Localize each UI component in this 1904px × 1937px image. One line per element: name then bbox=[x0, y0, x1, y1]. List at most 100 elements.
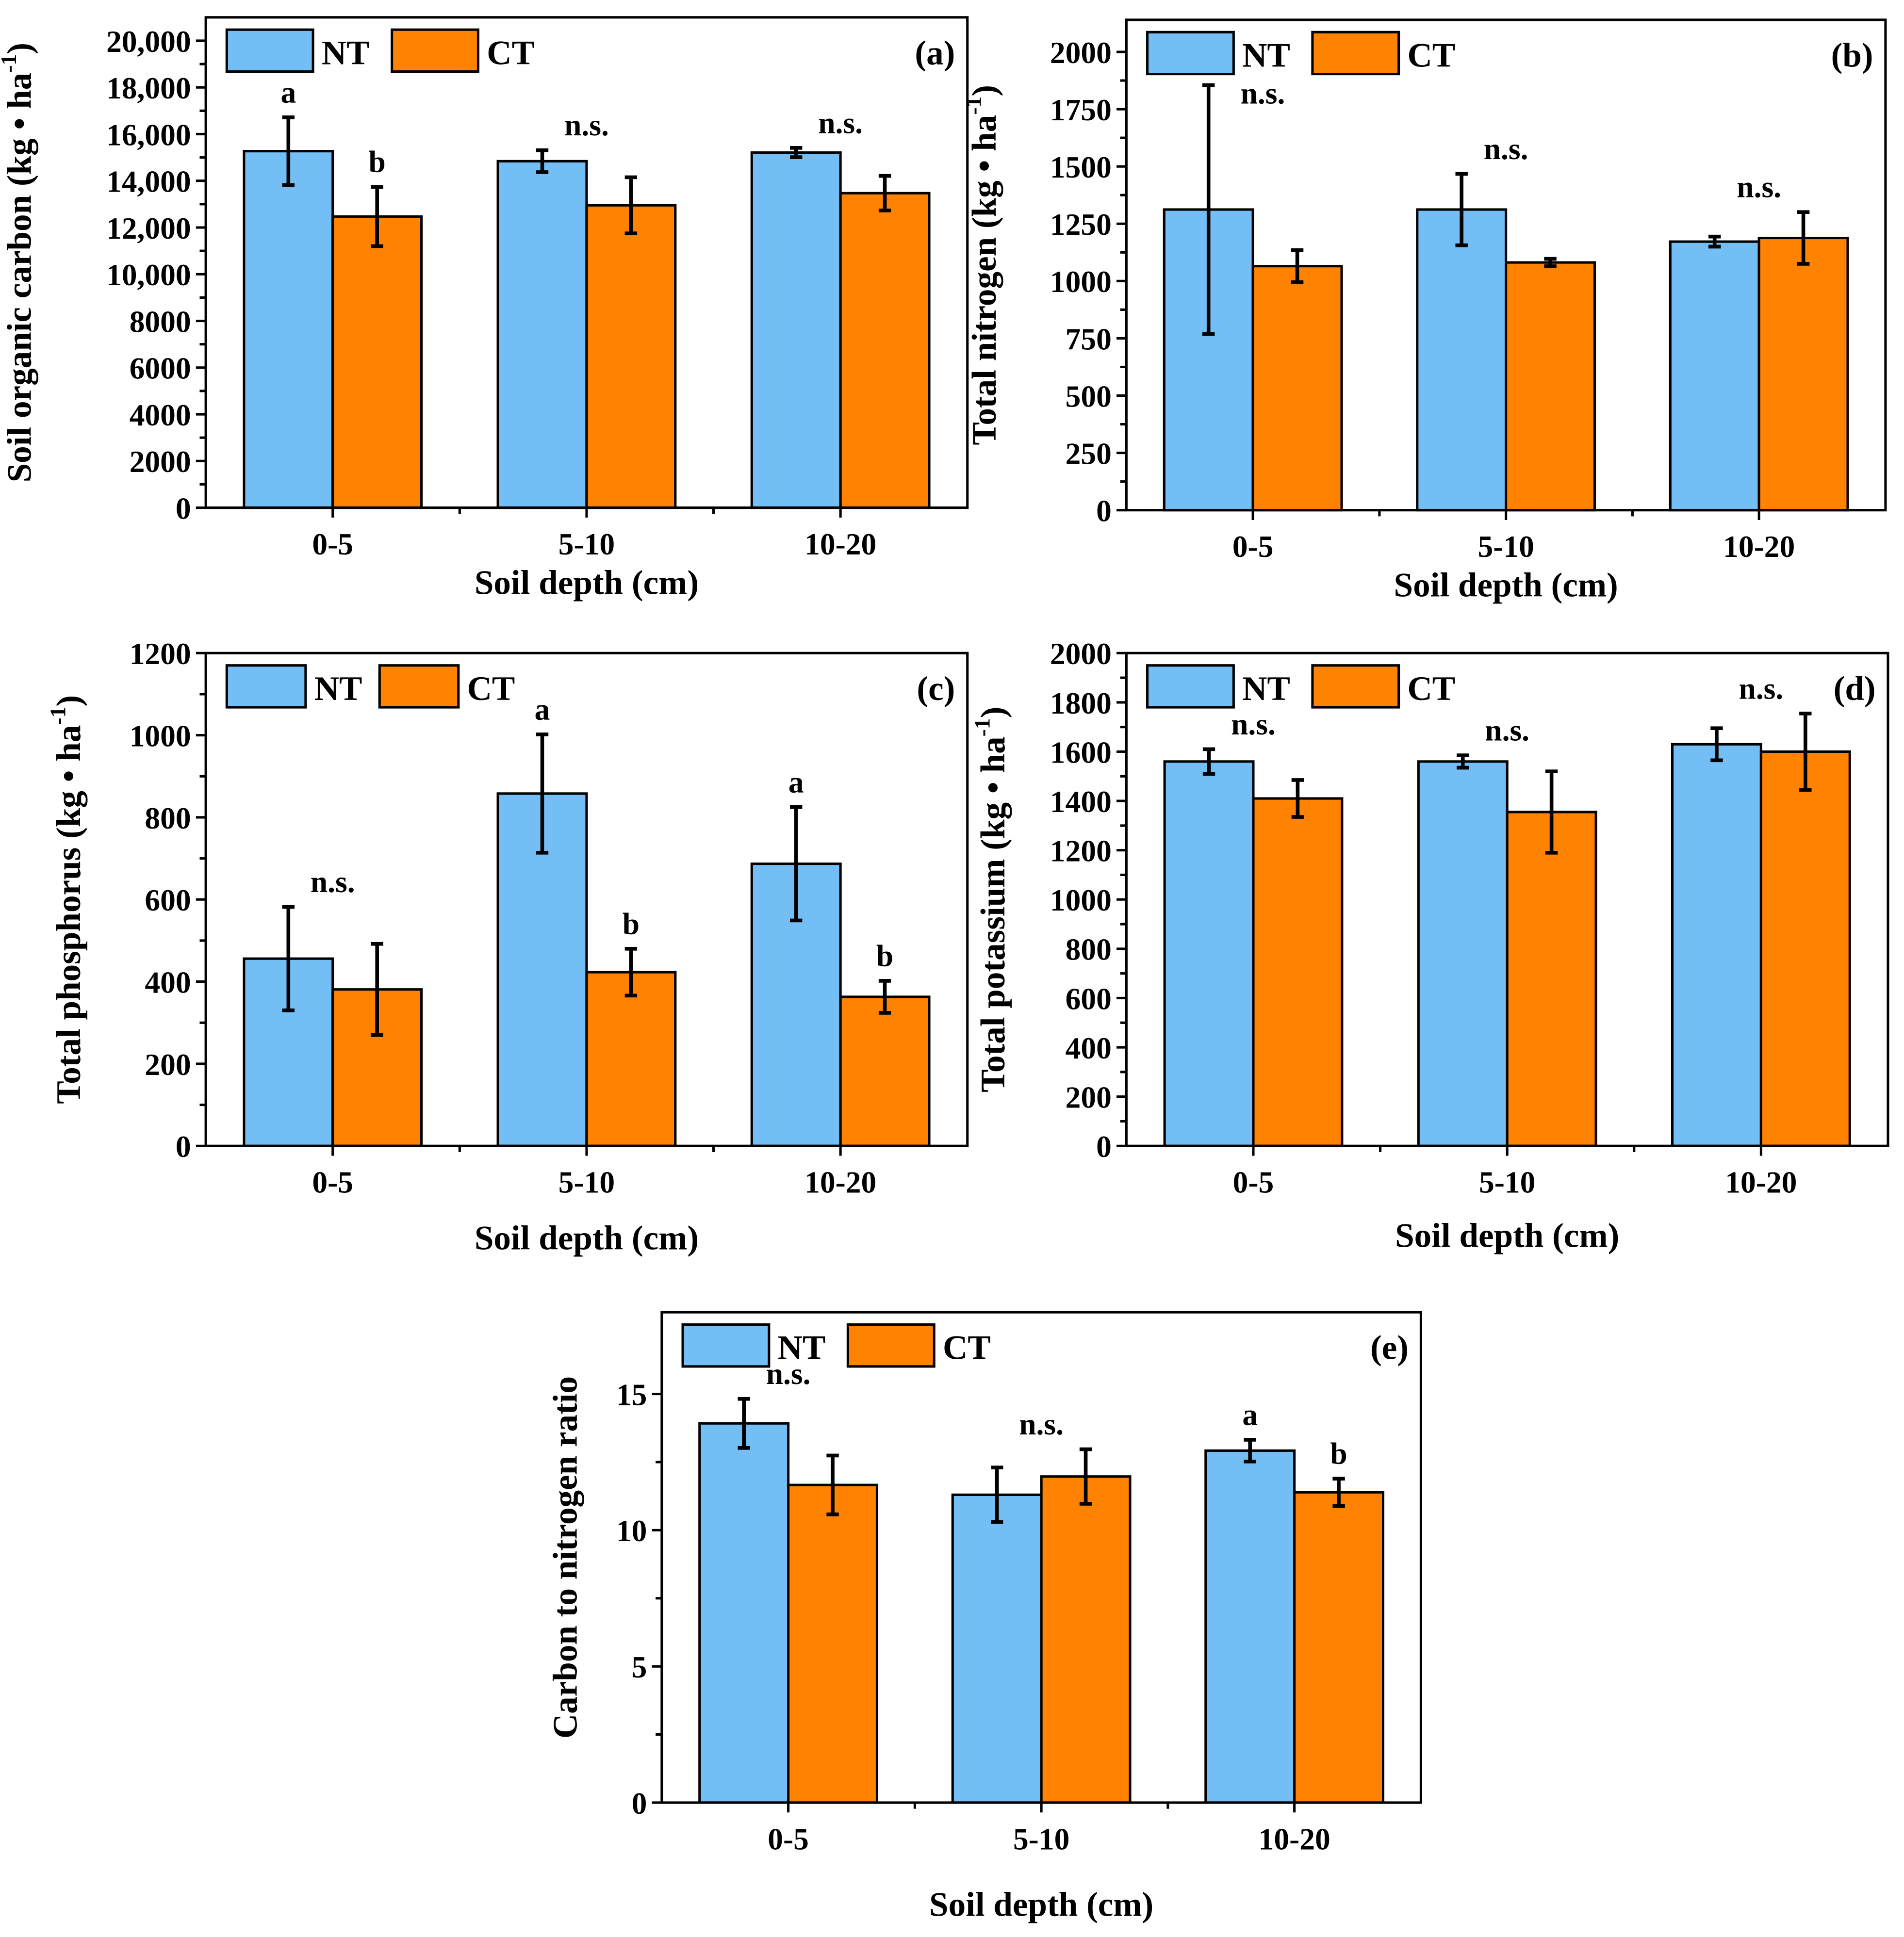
error-bar bbox=[624, 947, 638, 998]
bar-nt-5-10 bbox=[1416, 208, 1508, 512]
y-tick-label: 6000 bbox=[130, 351, 191, 386]
legend-label-ct: CT bbox=[1407, 36, 1455, 74]
y-tick-label: 0 bbox=[1096, 1129, 1112, 1164]
error-bar bbox=[738, 1397, 750, 1450]
y-axis-label-main: Total phosphorus (kg • ha bbox=[50, 725, 88, 1104]
error-bar bbox=[1291, 778, 1304, 819]
y-tick-label: 1400 bbox=[1050, 784, 1112, 819]
x-tick-label: 0-5 bbox=[1233, 1165, 1274, 1200]
bar-nt-5-10 bbox=[951, 1493, 1043, 1804]
panel-d: 0 200 400 600 800 1000 1200 1400 1600 1800 2000 0-5… bbox=[969, 636, 1889, 1254]
y-tick-label: 200 bbox=[145, 1047, 191, 1082]
significance-label: a bbox=[1242, 1397, 1258, 1432]
error-bar bbox=[536, 732, 549, 855]
y-tick-label: 8000 bbox=[130, 304, 191, 339]
legend-swatch-ct bbox=[1311, 664, 1400, 709]
y-tick-label: 600 bbox=[1066, 981, 1112, 1016]
panel-label: (e) bbox=[1370, 1329, 1409, 1367]
legend-label-nt: NT bbox=[322, 34, 370, 72]
bar-ct-10-20 bbox=[1293, 1491, 1385, 1804]
bar-ct-5-10 bbox=[585, 204, 677, 509]
y-axis-label-close: ) bbox=[966, 85, 1003, 97]
significance-label: b bbox=[1330, 1436, 1347, 1471]
y-axis-label-sup: -1 bbox=[969, 718, 994, 736]
y-tick-label: 400 bbox=[1066, 1031, 1112, 1065]
significance-label: n.s. bbox=[1737, 170, 1781, 204]
y-tick-label: 1000 bbox=[1050, 264, 1112, 299]
y-tick-label: 600 bbox=[145, 883, 191, 917]
x-axis-label: Soil depth (cm) bbox=[475, 1220, 699, 1257]
bar-ct-10-20 bbox=[1757, 236, 1849, 512]
panel-label: (b) bbox=[1831, 36, 1873, 74]
bar-ct-5-10 bbox=[1040, 1475, 1132, 1804]
legend-swatch-nt bbox=[225, 28, 314, 73]
significance-label: n.s. bbox=[1231, 707, 1276, 741]
bar-ct-5-10 bbox=[585, 971, 677, 1147]
y-tick-label: 1000 bbox=[130, 718, 191, 753]
bar-nt-0-5 bbox=[698, 1422, 790, 1804]
x-tick-label: 0-5 bbox=[768, 1822, 809, 1856]
x-tick-label: 10-20 bbox=[1723, 529, 1795, 564]
y-axis-label: Soil organic carbon (kg • ha-1) bbox=[0, 43, 38, 482]
bar-ct-10-20 bbox=[839, 995, 931, 1147]
error-bar bbox=[1457, 753, 1469, 770]
error-bar bbox=[1708, 234, 1721, 249]
error-bar bbox=[1799, 711, 1812, 792]
significance-label: a bbox=[280, 75, 296, 109]
y-tick-label: 0 bbox=[176, 1129, 191, 1164]
legend-swatch-nt bbox=[681, 1323, 771, 1368]
x-tick-label: 5-10 bbox=[1479, 1165, 1535, 1200]
bar-ct-0-5 bbox=[1252, 797, 1344, 1147]
significance-label: n.s. bbox=[1485, 713, 1529, 748]
error-bar bbox=[1332, 1477, 1345, 1508]
legend-swatch-ct bbox=[391, 28, 479, 73]
significance-label: n.s. bbox=[1241, 76, 1285, 111]
panel-label: (c) bbox=[917, 670, 955, 708]
bar-ct-0-5 bbox=[1251, 265, 1343, 512]
bar-ct-5-10 bbox=[1506, 811, 1597, 1147]
error-bar bbox=[536, 148, 549, 174]
error-bar bbox=[826, 1453, 839, 1516]
y-tick-label: 2000 bbox=[130, 444, 191, 479]
x-tick-label: 0-5 bbox=[312, 1165, 353, 1200]
y-axis-label: Total nitrogen (kg • ha-1) bbox=[961, 85, 1003, 445]
y-tick-label: 5 bbox=[632, 1650, 647, 1684]
y-tick-label: 4000 bbox=[130, 398, 191, 432]
legend-swatch-ct bbox=[378, 664, 460, 709]
legend-label-nt: NT bbox=[314, 670, 362, 708]
x-tick-label: 10-20 bbox=[1725, 1165, 1797, 1200]
significance-label: n.s. bbox=[1019, 1407, 1064, 1441]
significance-label: n.s. bbox=[818, 105, 863, 140]
y-tick-label: 1500 bbox=[1050, 150, 1112, 184]
y-axis-label-sup: -1 bbox=[0, 54, 21, 73]
legend-swatch-nt bbox=[1146, 31, 1235, 76]
significance-label: a bbox=[535, 692, 550, 726]
error-bar bbox=[1545, 769, 1558, 855]
y-tick-label: 12,000 bbox=[106, 211, 191, 245]
bar-ct-10-20 bbox=[839, 192, 931, 509]
x-tick-label: 5-10 bbox=[558, 527, 615, 561]
y-tick-label: 1750 bbox=[1050, 93, 1112, 127]
x-tick-label: 5-10 bbox=[1477, 529, 1534, 564]
error-bar bbox=[282, 115, 295, 187]
error-bar bbox=[1079, 1447, 1092, 1506]
significance-label: b bbox=[369, 145, 386, 179]
error-bar bbox=[878, 174, 891, 212]
error-bar bbox=[282, 905, 295, 1012]
y-axis-label-close: ) bbox=[974, 707, 1012, 718]
x-tick-label: 10-20 bbox=[1259, 1822, 1330, 1856]
error-bar bbox=[1797, 210, 1810, 266]
panel-label: (d) bbox=[1834, 670, 1876, 708]
bar-ct-5-10 bbox=[1505, 261, 1596, 512]
y-axis-label-main: Carbon to nitrogen ratio bbox=[547, 1376, 585, 1739]
x-axis-label: Soil depth (cm) bbox=[475, 564, 699, 602]
legend-label-ct: CT bbox=[1407, 670, 1455, 708]
legend-label-nt: NT bbox=[1242, 36, 1290, 74]
error-bar bbox=[1202, 747, 1215, 776]
y-axis-label: Total phosphorus (kg • ha-1) bbox=[46, 695, 88, 1104]
x-tick-label: 0-5 bbox=[312, 527, 353, 561]
error-bar bbox=[1202, 83, 1215, 336]
error-bar bbox=[624, 175, 638, 235]
y-tick-label: 200 bbox=[1066, 1080, 1112, 1114]
